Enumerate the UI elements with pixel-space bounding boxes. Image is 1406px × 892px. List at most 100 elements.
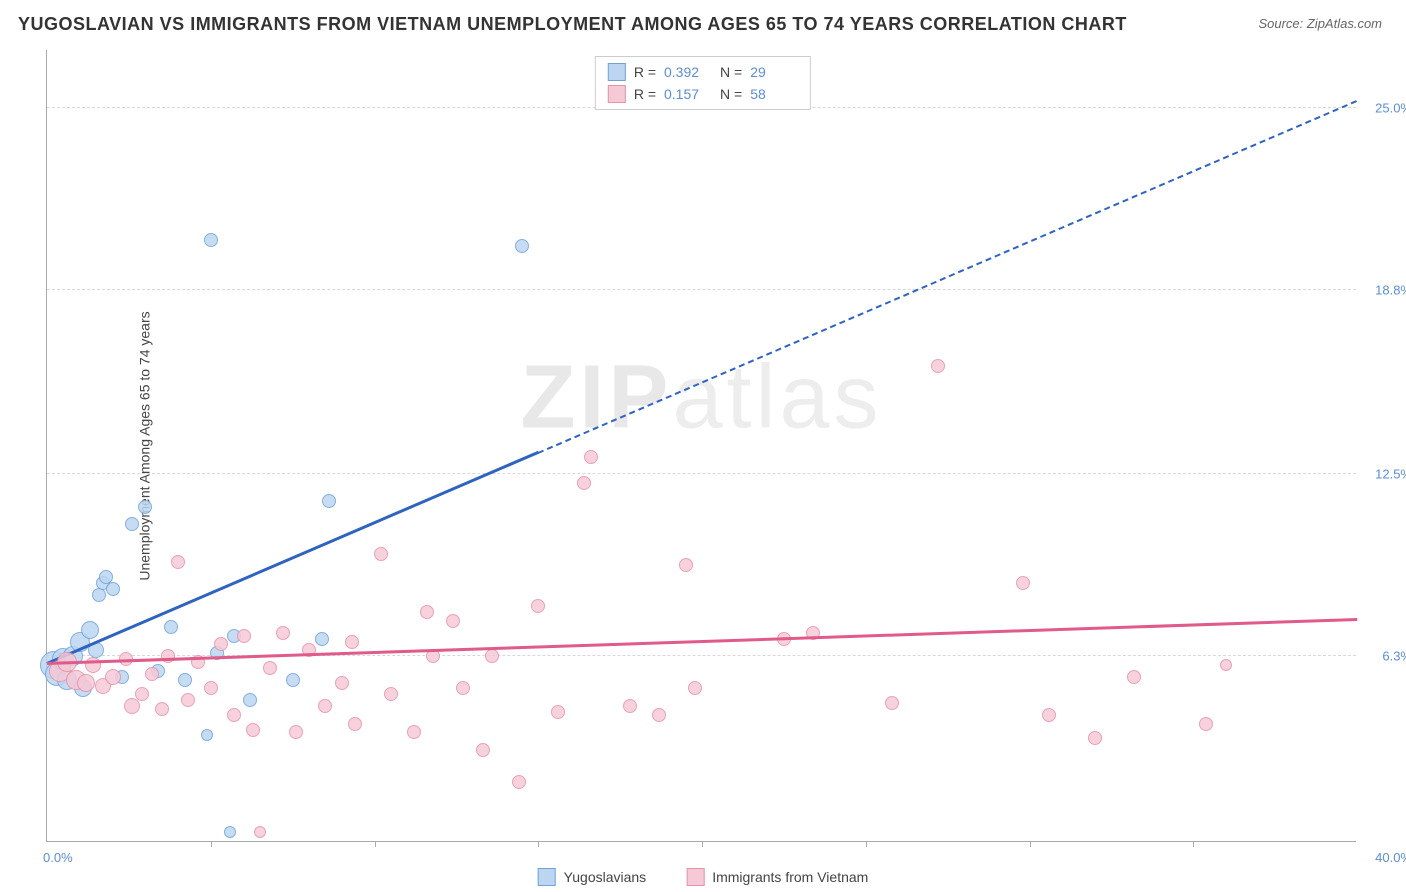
scatter-point-viet [456,681,470,695]
scatter-point-viet [254,826,266,838]
scatter-point-yugo [92,588,106,602]
r-label: R = [634,64,656,80]
chart-title: YUGOSLAVIAN VS IMMIGRANTS FROM VIETNAM U… [18,14,1127,35]
scatter-point-yugo [138,500,152,514]
scatter-point-viet [407,725,421,739]
scatter-point-viet [652,708,666,722]
scatter-point-viet [227,708,241,722]
scatter-point-viet [384,687,398,701]
scatter-point-viet [1220,659,1232,671]
scatter-point-viet [1127,670,1141,684]
y-tick-label: 25.0% [1375,100,1406,115]
x-tick [211,841,212,847]
scatter-point-viet [345,635,359,649]
scatter-point-yugo [515,239,529,253]
watermark: ZIPatlas [520,347,882,450]
trend-line-dash-yugo [538,100,1358,454]
scatter-point-viet [485,649,499,663]
scatter-point-viet [931,359,945,373]
legend-label: Immigrants from Vietnam [712,869,868,885]
swatch-icon [538,868,556,886]
scatter-point-yugo [178,673,192,687]
scatter-point-viet [135,687,149,701]
watermark-atlas: atlas [672,348,882,448]
swatch-icon [608,63,626,81]
scatter-point-viet [1042,708,1056,722]
scatter-point-yugo [201,729,213,741]
x-axis-min-label: 0.0% [43,850,73,865]
scatter-point-viet [679,558,693,572]
x-tick [538,841,539,847]
swatch-icon [686,868,704,886]
x-tick [866,841,867,847]
watermark-zip: ZIP [520,348,672,448]
scatter-point-viet [623,699,637,713]
n-value: 58 [750,86,798,102]
plot-area: ZIPatlas 0.0% 40.0% 6.3%12.5%18.8%25.0% [46,50,1356,842]
stat-row-yugo: R = 0.392 N = 29 [596,61,810,83]
scatter-point-viet [318,699,332,713]
n-label: N = [720,64,742,80]
scatter-point-yugo [164,620,178,634]
trend-line-yugo [46,451,538,665]
r-value: 0.157 [664,86,712,102]
x-tick [1030,841,1031,847]
scatter-point-viet [688,681,702,695]
legend-item-yugo: Yugoslavians [538,868,647,886]
scatter-point-yugo [81,621,99,639]
scatter-point-viet [577,476,591,490]
scatter-point-viet [1016,576,1030,590]
scatter-point-yugo [243,693,257,707]
scatter-point-viet [1199,717,1213,731]
scatter-point-viet [348,717,362,731]
x-tick [375,841,376,847]
scatter-point-viet [446,614,460,628]
x-axis-max-label: 40.0% [1375,850,1406,865]
scatter-point-viet [374,547,388,561]
scatter-point-viet [181,693,195,707]
correlation-legend: R =0.392N =29R =0.157N =58 [595,56,811,110]
scatter-point-viet [171,555,185,569]
scatter-point-viet [885,696,899,710]
scatter-point-viet [214,637,228,651]
scatter-point-yugo [286,673,300,687]
y-tick-label: 18.8% [1375,282,1406,297]
scatter-point-viet [512,775,526,789]
scatter-point-viet [77,674,95,692]
source-attribution: Source: ZipAtlas.com [1258,16,1382,31]
scatter-point-viet [276,626,290,640]
scatter-point-viet [105,669,121,685]
scatter-point-yugo [224,826,236,838]
scatter-point-viet [263,661,277,675]
scatter-point-viet [1088,731,1102,745]
stat-row-viet: R =0.157N =58 [596,83,810,105]
scatter-point-yugo [125,517,139,531]
scatter-point-yugo [322,494,336,508]
r-label: R = [634,86,656,102]
scatter-point-viet [531,599,545,613]
scatter-point-viet [204,681,218,695]
legend-label: Yugoslavians [564,869,647,885]
scatter-point-viet [476,743,490,757]
grid-line [47,289,1356,290]
r-value: 0.392 [664,64,712,80]
y-tick-label: 6.3% [1382,649,1406,664]
scatter-point-viet [584,450,598,464]
n-value: 29 [750,64,798,80]
scatter-point-viet [420,605,434,619]
series-legend: Yugoslavians Immigrants from Vietnam [538,868,869,886]
scatter-point-viet [237,629,251,643]
scatter-point-viet [551,705,565,719]
scatter-point-viet [155,702,169,716]
scatter-point-viet [335,676,349,690]
scatter-point-yugo [106,582,120,596]
scatter-point-yugo [204,233,218,247]
y-tick-label: 12.5% [1375,467,1406,482]
scatter-point-viet [246,723,260,737]
swatch-icon [608,85,626,103]
legend-item-viet: Immigrants from Vietnam [686,868,868,886]
x-tick [702,841,703,847]
grid-line [47,473,1356,474]
scatter-point-viet [145,667,159,681]
scatter-point-yugo [315,632,329,646]
